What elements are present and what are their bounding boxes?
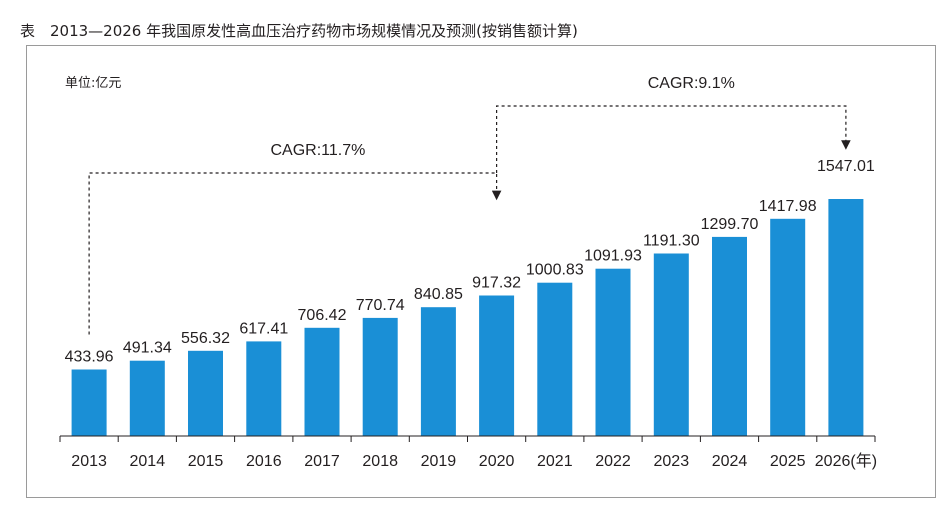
unit-label: 单位:亿元 [65, 76, 122, 91]
value-label: 1091.93 [584, 248, 642, 265]
x-tick-label: 2020 [479, 453, 515, 470]
value-label: 1000.83 [526, 262, 584, 279]
value-label: 433.96 [65, 349, 114, 366]
value-label: 491.34 [123, 340, 172, 357]
value-label: 1299.70 [701, 216, 759, 233]
bar-2015 [188, 350, 223, 436]
x-tick-label: 2019 [421, 453, 457, 470]
x-tick-label: 2025 [770, 453, 806, 470]
x-tick-label: 2023 [654, 453, 690, 470]
x-tick-label: 2014 [130, 453, 166, 470]
bar-2020 [479, 295, 515, 436]
bar-2024 [712, 236, 747, 436]
value-label: 917.32 [472, 275, 521, 292]
bar-2016 [246, 341, 282, 436]
x-tick-label: 2021 [537, 453, 573, 470]
x-tick-label: 2013 [71, 453, 107, 470]
bar-2021 [537, 282, 573, 436]
value-label: 840.85 [414, 286, 463, 303]
bars-group [71, 199, 864, 436]
chart-title: 表 2013—2026 年我国原发性高血压治疗药物市场规模情况及预测(按销售额计… [20, 22, 578, 40]
x-tick-label: 2022 [595, 453, 631, 470]
value-label: 770.74 [356, 297, 405, 314]
bar-2023 [653, 253, 689, 436]
cagr-annotations: CAGR:11.7% CAGR:9.1% [88, 75, 851, 335]
x-tick-label: 2016 [246, 453, 282, 470]
bar-2014 [129, 360, 165, 436]
bar-2026 [828, 199, 864, 436]
x-tick-label: 2015 [188, 453, 224, 470]
value-label: 706.42 [298, 307, 347, 324]
bar-2025 [770, 218, 806, 436]
cagr-bracket [496, 105, 851, 173]
value-label: 556.32 [181, 330, 230, 347]
cagr-annotation: CAGR:9.1% [496, 75, 851, 173]
cagr-label: CAGR:11.7% [270, 142, 365, 159]
bar-2018 [362, 317, 398, 436]
x-tick-label: 2026(年) [815, 452, 877, 470]
bar-2017 [304, 327, 340, 436]
x-tick-label: 2018 [362, 453, 398, 470]
bar-2013 [71, 369, 107, 436]
bar-2019 [420, 307, 456, 436]
cagr-label: CAGR:9.1% [648, 75, 735, 92]
x-tick-label: 2017 [304, 453, 340, 470]
x-axis: 2013 2014 2015 2016 2017 2018 2019 2020 2021 2022… [59, 435, 877, 470]
cagr-annotation: CAGR:11.7% [88, 142, 502, 335]
value-label: 1547.01 [817, 158, 875, 175]
value-label: 1191.30 [643, 233, 700, 250]
value-labels-group: 433.96 491.34 556.32 617.41 706.42 770.74 840.… [65, 158, 875, 366]
value-label: 617.41 [239, 320, 288, 337]
value-label: 1417.98 [759, 198, 817, 215]
x-tick-label: 2024 [712, 453, 748, 470]
cagr-bracket [88, 172, 502, 335]
bar-2022 [595, 268, 631, 436]
